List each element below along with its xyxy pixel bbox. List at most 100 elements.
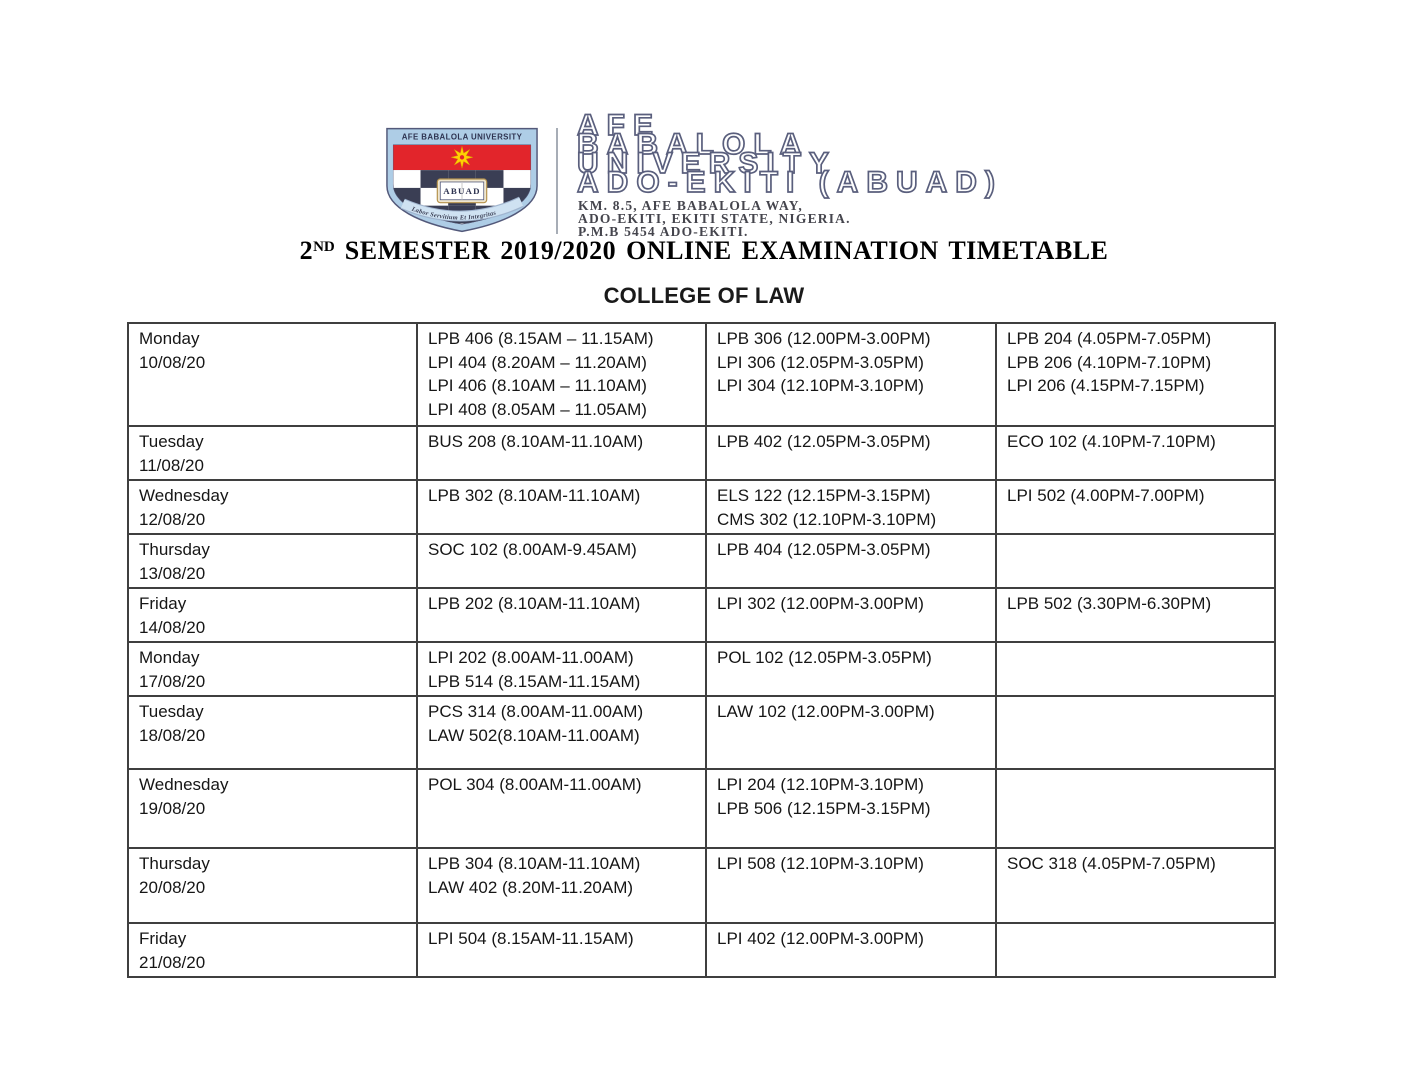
- exam-entry: LAW 502(8.10AM-11.00AM): [428, 725, 640, 745]
- evening-exams-cell: SOC 318 (4.05PM-7.05PM): [995, 847, 1276, 924]
- university-address: KM. 8.5, AFE BABALOLA WAY, ADO-EKITI, EK…: [578, 198, 851, 239]
- crest-band-text: AFE BABALOLA UNIVERSITY: [402, 133, 523, 142]
- exam-entry: LPI 304 (12.10PM-3.10PM): [717, 376, 924, 395]
- exam-entry: LPI 508 (12.10PM-3.10PM): [717, 854, 924, 873]
- midday-exams-cell: LPI 302 (12.00PM-3.00PM): [705, 587, 997, 643]
- table-row: Wednesday 12/08/20 LPB 302 (8.10AM-11.10AM…: [127, 479, 1276, 535]
- evening-exams-cell: [995, 922, 1276, 978]
- day-label: Friday: [139, 929, 187, 948]
- crest-book-label: ABUAD: [443, 186, 480, 196]
- exam-entry: SOC 102 (8.00AM-9.45AM): [428, 540, 637, 559]
- address-line-1: KM. 8.5, AFE BABALOLA WAY,: [578, 198, 803, 213]
- midday-exams-cell: LPB 402 (12.05PM-3.05PM): [705, 425, 997, 481]
- midday-exams-cell: LPB 306 (12.00PM-3.00PM) LPI 306 (12.05PM…: [705, 322, 997, 427]
- morning-exams-cell: LPB 202 (8.10AM-11.10AM): [416, 587, 707, 643]
- date-label: 10/08/20: [139, 352, 206, 372]
- table-row: Friday 21/08/20 LPI 504 (8.15AM-11.15AM) LP…: [127, 922, 1276, 978]
- exam-entry: LPB 202 (8.10AM-11.10AM): [428, 594, 641, 613]
- day-label: Tuesday: [139, 432, 204, 451]
- evening-exams-cell: LPB 502 (3.30PM-6.30PM): [995, 587, 1276, 643]
- exam-entry: LPB 506 (12.15PM-3.15PM): [717, 798, 931, 818]
- day-label: Tuesday: [139, 702, 204, 721]
- exam-entry: LAW 102 (12.00PM-3.00PM): [717, 702, 935, 721]
- university-wordmark: AFE BABALOLA UNIVERSITY ADO-EKITI (ABUAD…: [576, 110, 1003, 199]
- exam-entry: LPB 404 (12.05PM-3.05PM): [717, 540, 931, 559]
- exam-entry: LPI 502 (4.00PM-7.00PM): [1007, 486, 1205, 505]
- table-row: Monday 17/08/20 LPI 202 (8.00AM-11.00AM) LP…: [127, 641, 1276, 697]
- date-label: 19/08/20: [139, 798, 206, 818]
- day-label: Wednesday: [139, 775, 229, 794]
- morning-exams-cell: LPB 304 (8.10AM-11.10AM) LAW 402 (8.20M-1…: [416, 847, 707, 924]
- date-label: 21/08/20: [139, 952, 206, 972]
- table-row: Thursday 13/08/20 SOC 102 (8.00AM-9.45AM) L…: [127, 533, 1276, 589]
- document-title: 2ND SEMESTER 2019/2020 ONLINE EXAMINATIO…: [0, 236, 1408, 266]
- evening-exams-cell: ECO 102 (4.10PM-7.10PM): [995, 425, 1276, 481]
- day-label: Monday: [139, 329, 200, 348]
- address-line-3: P.M.B 5454 ADO-EKITI.: [578, 224, 749, 239]
- morning-exams-cell: PCS 314 (8.00AM-11.00AM) LAW 502(8.10AM-1…: [416, 695, 707, 770]
- day-label: Thursday: [139, 540, 210, 559]
- exam-entry: SOC 318 (4.05PM-7.05PM): [1007, 854, 1216, 873]
- midday-exams-cell: ELS 122 (12.15PM-3.15PM) CMS 302 (12.10PM…: [705, 479, 997, 535]
- day-date-cell: Thursday 20/08/20: [127, 847, 418, 924]
- exam-entry: PCS 314 (8.00AM-11.00AM): [428, 702, 644, 721]
- exam-entry: LPB 306 (12.00PM-3.00PM): [717, 329, 931, 348]
- evening-exams-cell: [995, 695, 1276, 770]
- exam-entry: LPI 408 (8.05AM – 11.05AM): [428, 399, 647, 419]
- wordmark-line-4: ADO-EKITI (ABUAD): [576, 166, 1003, 199]
- evening-exams-cell: [995, 641, 1276, 697]
- table-row: Thursday 20/08/20 LPB 304 (8.10AM-11.10AM)…: [127, 847, 1276, 924]
- exam-entry: LPB 206 (4.10PM-7.10PM): [1007, 352, 1212, 372]
- morning-exams-cell: BUS 208 (8.10AM-11.10AM): [416, 425, 707, 481]
- day-label: Friday: [139, 594, 187, 613]
- midday-exams-cell: LPI 402 (12.00PM-3.00PM): [705, 922, 997, 978]
- midday-exams-cell: LPB 404 (12.05PM-3.05PM): [705, 533, 997, 589]
- midday-exams-cell: POL 102 (12.05PM-3.05PM): [705, 641, 997, 697]
- evening-exams-cell: [995, 533, 1276, 589]
- day-date-cell: Friday 21/08/20: [127, 922, 418, 978]
- exam-entry: LPI 504 (8.15AM-11.15AM): [428, 929, 634, 948]
- exam-entry: LPI 406 (8.10AM – 11.10AM): [428, 376, 647, 395]
- date-label: 13/08/20: [139, 563, 206, 583]
- day-label: Wednesday: [139, 486, 229, 505]
- exam-entry: LAW 402 (8.20M-11.20AM): [428, 877, 634, 897]
- date-label: 11/08/20: [139, 455, 204, 475]
- exam-entry: POL 102 (12.05PM-3.05PM): [717, 648, 932, 667]
- evening-exams-cell: LPI 502 (4.00PM-7.00PM): [995, 479, 1276, 535]
- date-label: 17/08/20: [139, 671, 206, 691]
- morning-exams-cell: LPB 406 (8.15AM – 11.15AM) LPI 404 (8.20A…: [416, 322, 707, 427]
- exam-entry: LPI 204 (12.10PM-3.10PM): [717, 775, 924, 794]
- date-label: 14/08/20: [139, 617, 206, 637]
- exam-entry: LPI 202 (8.00AM-11.00AM): [428, 648, 634, 667]
- exam-entry: ECO 102 (4.10PM-7.10PM): [1007, 432, 1216, 451]
- table-row: Tuesday 18/08/20 PCS 314 (8.00AM-11.00AM) L…: [127, 695, 1276, 770]
- logo-divider: [556, 128, 558, 234]
- crest-star-icon: [451, 146, 473, 169]
- date-label: 18/08/20: [139, 725, 206, 745]
- evening-exams-cell: [995, 768, 1276, 849]
- morning-exams-cell: LPB 302 (8.10AM-11.10AM): [416, 479, 707, 535]
- exam-timetable: Monday 10/08/20 LPB 406 (8.15AM – 11.15AM)…: [127, 322, 1276, 978]
- exam-entry: LPI 302 (12.00PM-3.00PM): [717, 594, 924, 613]
- exam-entry: LPB 502 (3.30PM-6.30PM): [1007, 594, 1212, 613]
- title-superscript: ND: [313, 239, 335, 255]
- day-date-cell: Tuesday 11/08/20: [127, 425, 418, 481]
- table-row: Wednesday 19/08/20 POL 304 (8.00AM-11.00AM…: [127, 768, 1276, 849]
- exam-entry: LPB 406 (8.15AM – 11.15AM): [428, 329, 654, 348]
- exam-entry: LPB 204 (4.05PM-7.05PM): [1007, 329, 1212, 348]
- exam-entry: LPB 514 (8.15AM-11.15AM): [428, 671, 641, 691]
- midday-exams-cell: LAW 102 (12.00PM-3.00PM): [705, 695, 997, 770]
- day-date-cell: Monday 10/08/20: [127, 322, 418, 427]
- morning-exams-cell: LPI 504 (8.15AM-11.15AM): [416, 922, 707, 978]
- day-date-cell: Tuesday 18/08/20: [127, 695, 418, 770]
- day-date-cell: Wednesday 12/08/20: [127, 479, 418, 535]
- midday-exams-cell: LPI 204 (12.10PM-3.10PM) LPB 506 (12.15PM…: [705, 768, 997, 849]
- address-line-2: ADO-EKITI, EKITI STATE, NIGERIA.: [578, 211, 851, 226]
- morning-exams-cell: POL 304 (8.00AM-11.00AM): [416, 768, 707, 849]
- day-date-cell: Wednesday 19/08/20: [127, 768, 418, 849]
- exam-entry: BUS 208 (8.10AM-11.10AM): [428, 432, 644, 451]
- title-prefix: 2: [299, 236, 314, 265]
- exam-entry: LPB 302 (8.10AM-11.10AM): [428, 486, 641, 505]
- date-label: 12/08/20: [139, 509, 206, 529]
